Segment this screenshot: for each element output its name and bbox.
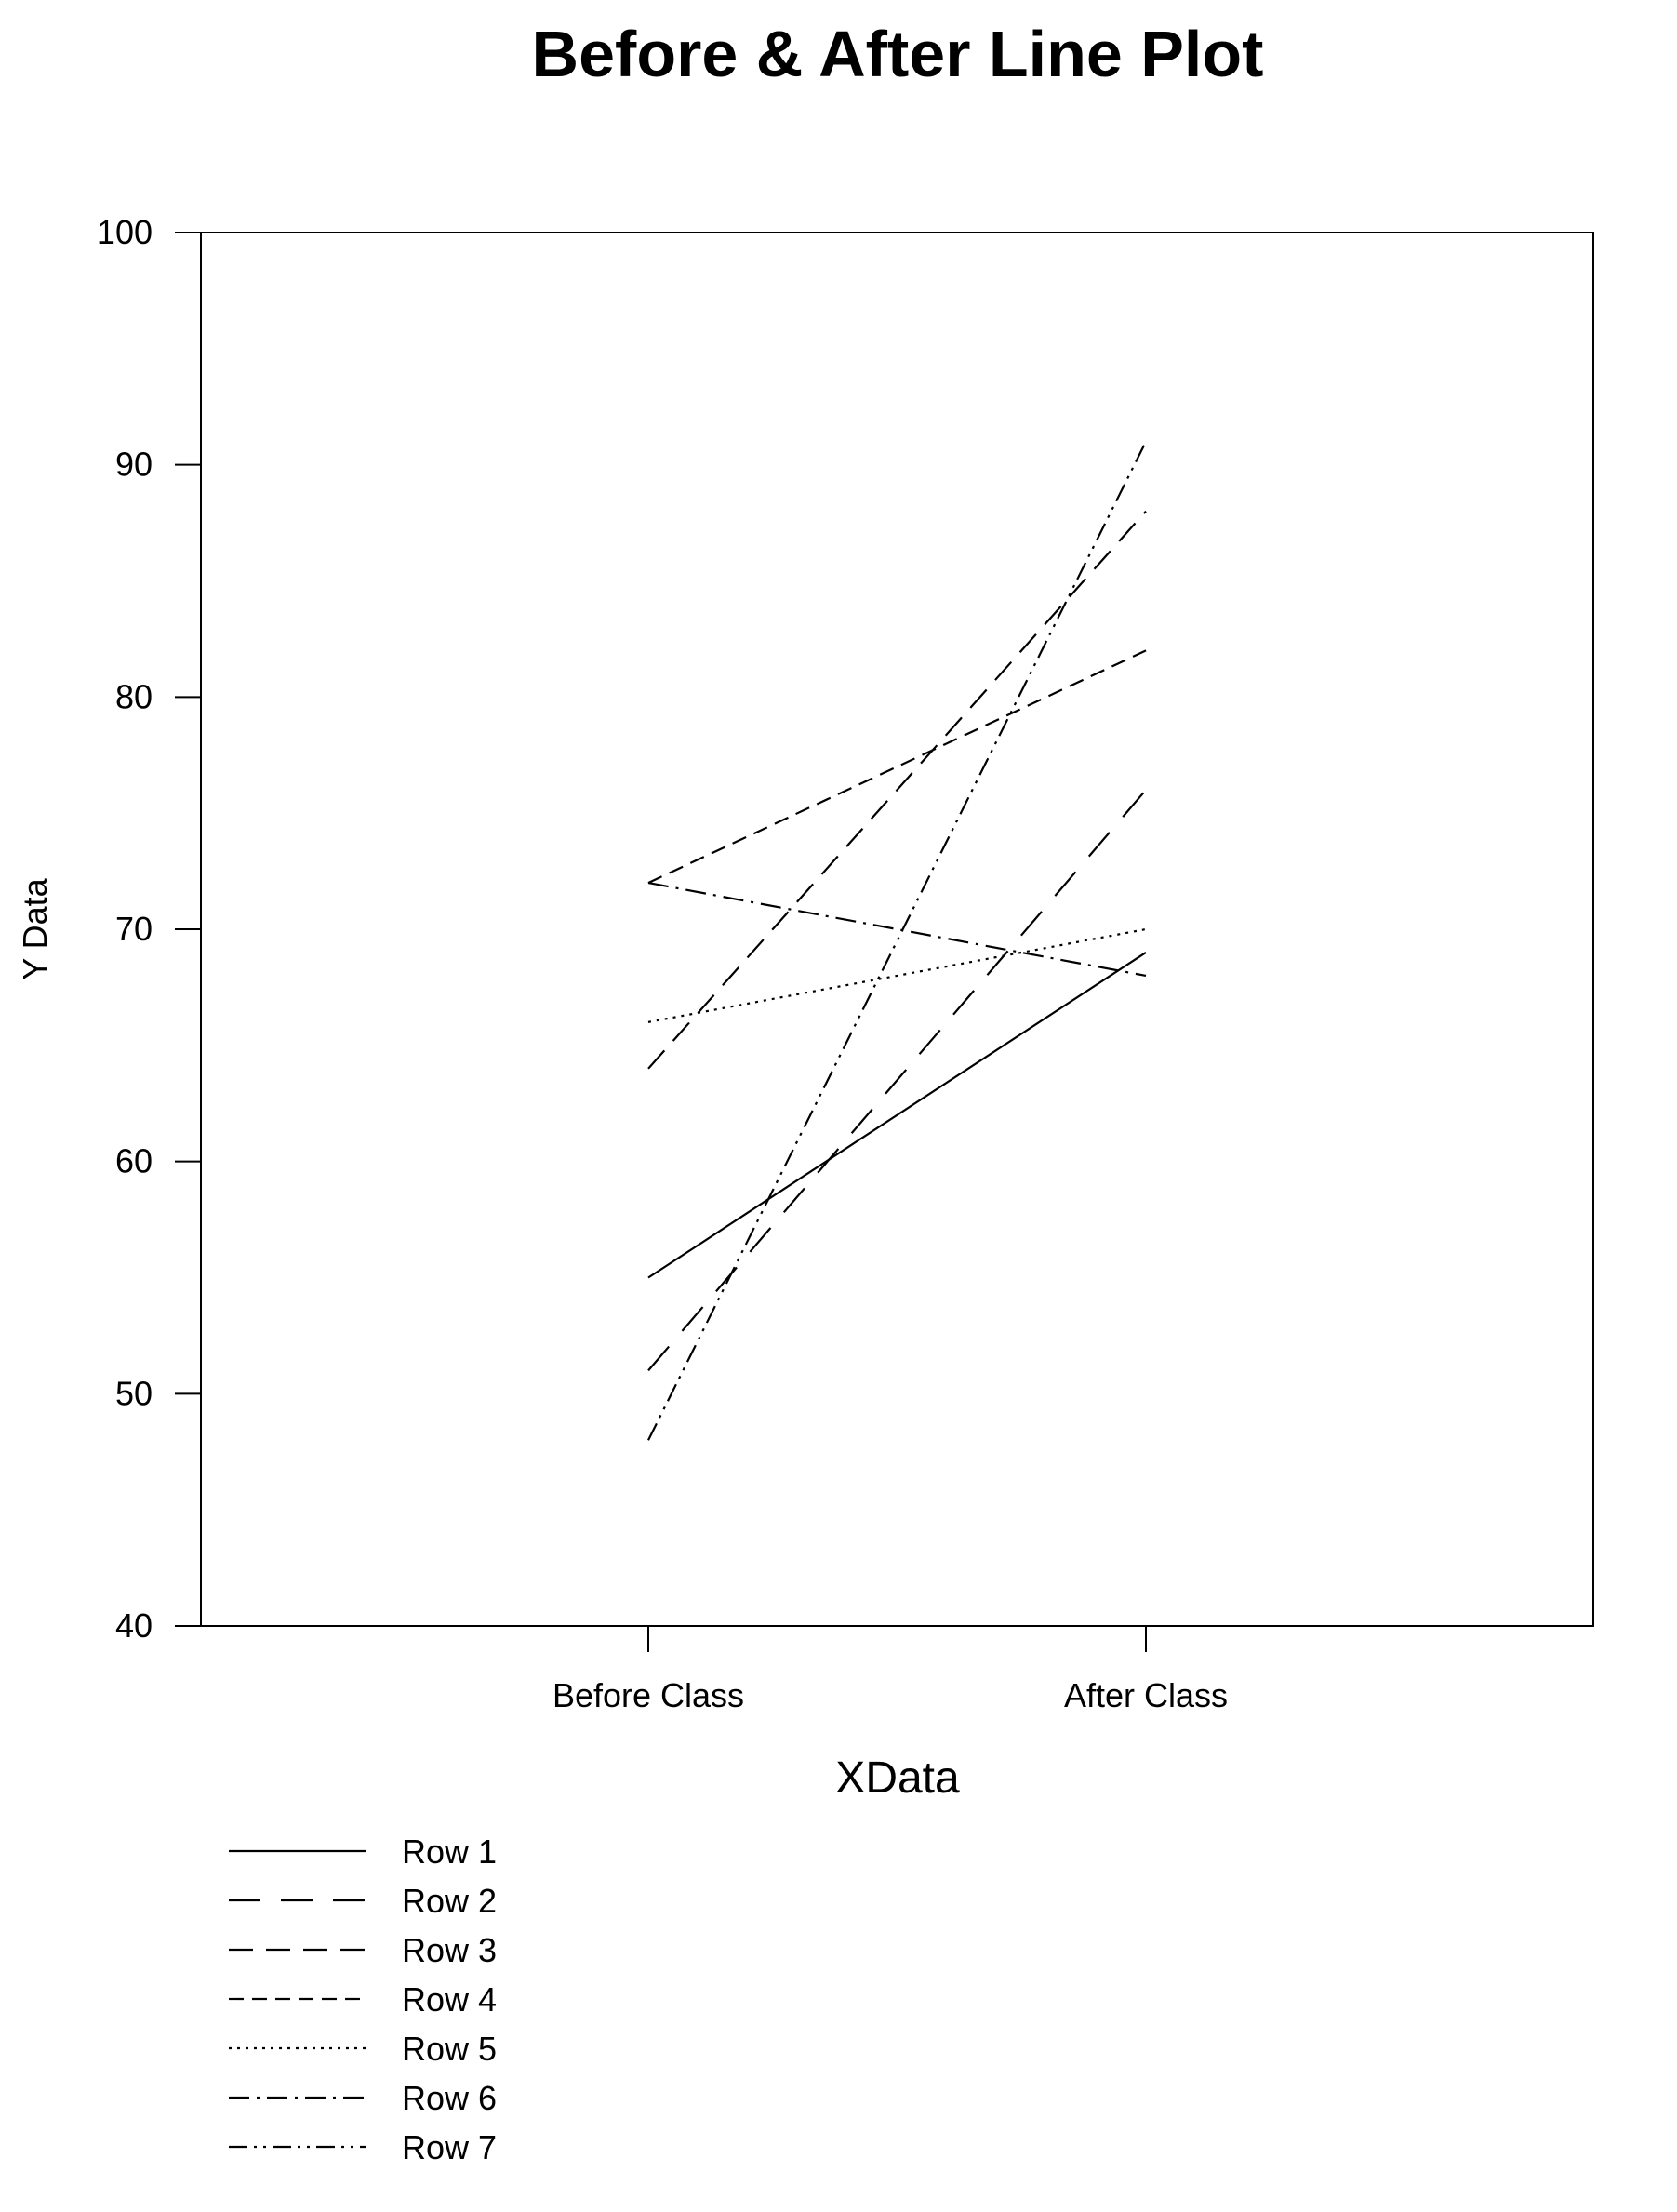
y-tick-label-100: 100 [97, 213, 153, 251]
x-tick-label-1: After Class [1064, 1676, 1228, 1714]
legend-label-5: Row 5 [402, 2030, 497, 2068]
x-axis: Before Class After Class [552, 1626, 1228, 1714]
series-line-4 [647, 649, 1147, 885]
legend: Row 1 Row 2 Row 3 Row 4 Row 5 Row 6 Row 7 [229, 1832, 497, 2166]
y-tick-label-40: 40 [115, 1606, 153, 1645]
legend-label-4: Row 4 [402, 1980, 497, 2019]
x-axis-label: XData [835, 1753, 960, 1803]
y-tick-label-80: 80 [115, 677, 153, 715]
legend-label-6: Row 6 [402, 2079, 497, 2117]
plot-frame [200, 232, 1594, 1627]
y-axis-label: Y Data [16, 877, 54, 979]
series-lines [647, 441, 1147, 1441]
series-line-1 [647, 952, 1147, 1279]
series-line-6 [647, 881, 1147, 978]
series-line-7 [647, 441, 1147, 1441]
y-tick-label-60: 60 [115, 1142, 153, 1180]
y-axis: 40 50 60 70 80 90 100 [97, 213, 201, 1645]
legend-label-7: Row 7 [402, 2128, 497, 2166]
y-tick-label-70: 70 [115, 910, 153, 948]
series-line-3 [647, 510, 1147, 1070]
y-tick-label-50: 50 [115, 1374, 153, 1412]
legend-label-1: Row 1 [402, 1832, 497, 1871]
y-tick-label-90: 90 [115, 446, 153, 484]
x-tick-label-0: Before Class [552, 1676, 744, 1714]
series-line-5 [647, 927, 1147, 1023]
legend-label-2: Row 2 [402, 1882, 497, 1920]
legend-label-3: Row 3 [402, 1931, 497, 1969]
series-line-2 [647, 789, 1147, 1372]
chart-title: Before & After Line Plot [532, 18, 1264, 90]
